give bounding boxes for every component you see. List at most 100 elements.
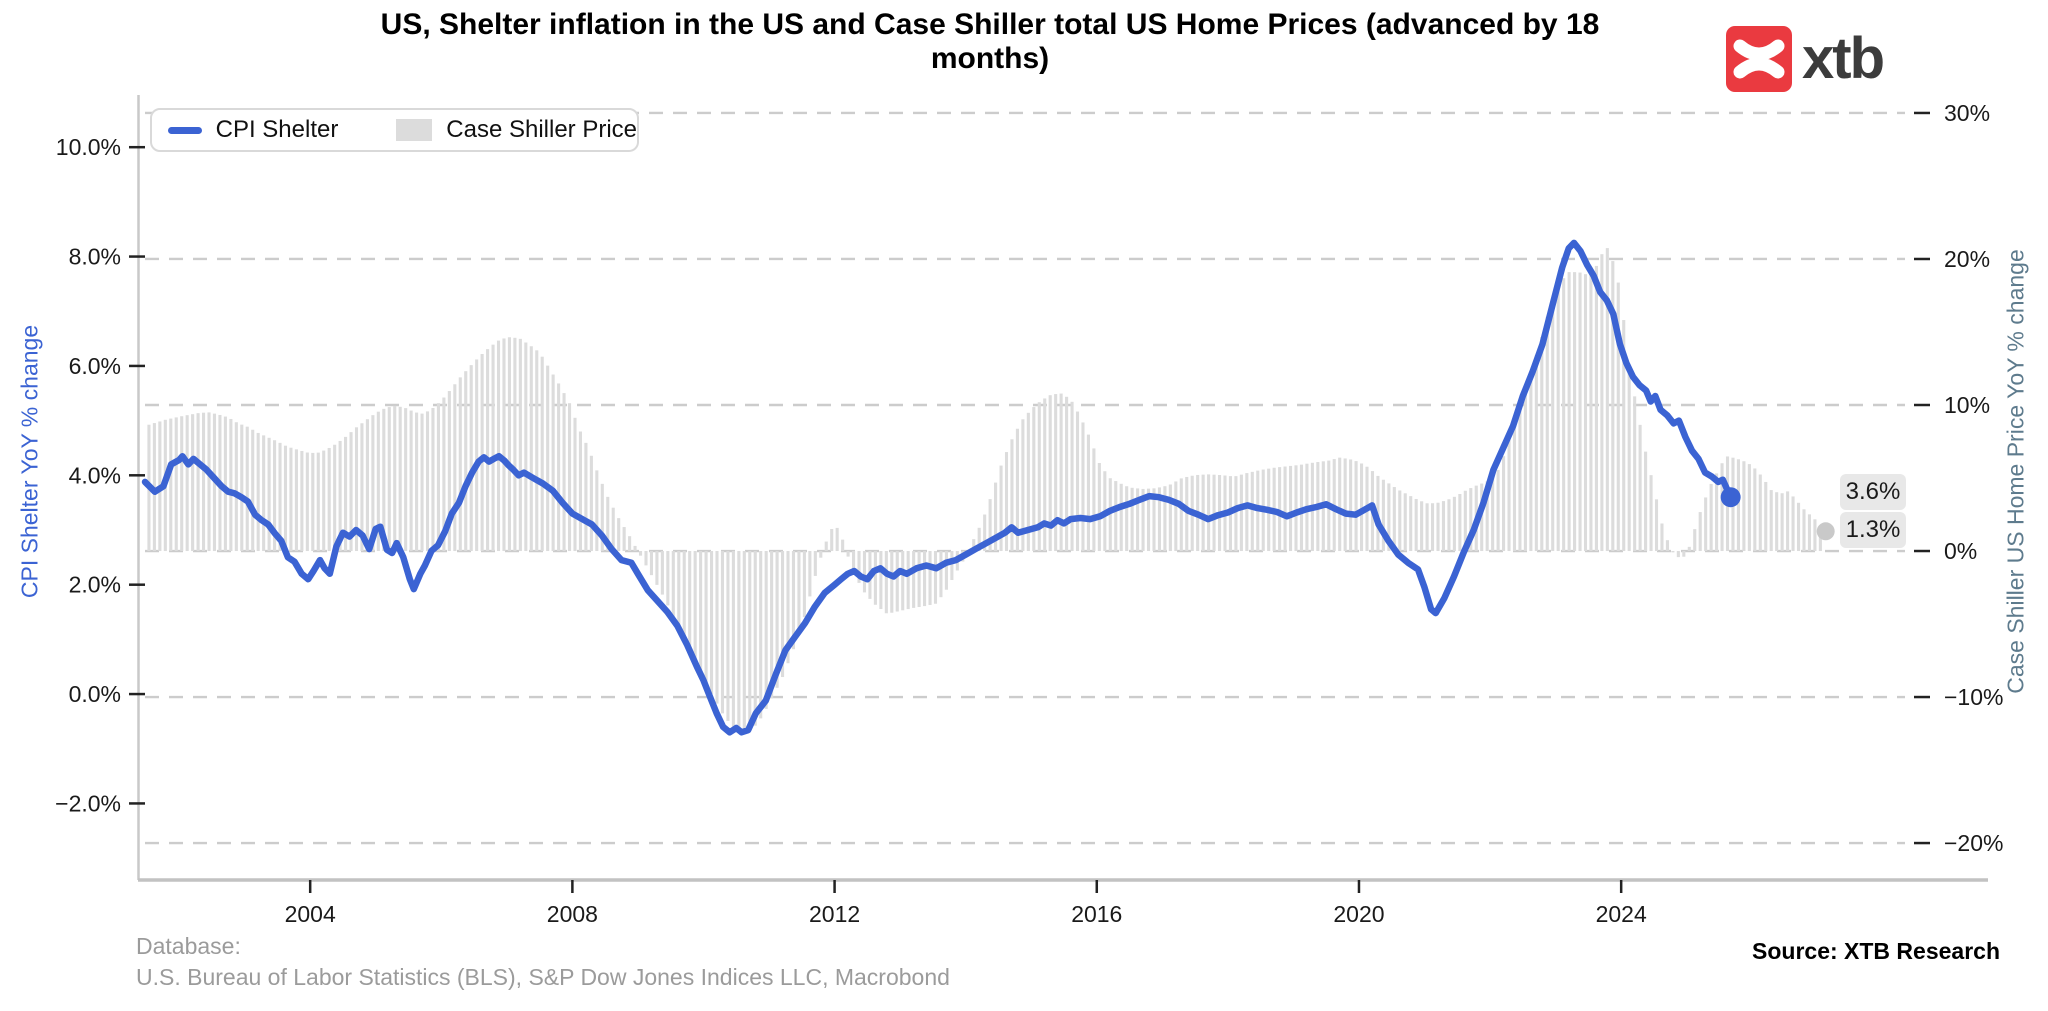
case-shiller-bar (469, 365, 473, 552)
database-label: Database: (136, 933, 241, 959)
case-shiller-bar (322, 450, 326, 552)
case-shiller-bar (327, 447, 331, 552)
cpi-end-value-label: 3.6% (1840, 474, 1906, 510)
x-tick-label: 2016 (1071, 901, 1122, 927)
case-shiller-bar (1791, 496, 1795, 552)
case-shiller-bar (846, 551, 850, 557)
case-shiller-bar (1796, 502, 1801, 552)
case-shiller-bar (223, 416, 227, 552)
case-shiller-bar (1179, 478, 1183, 552)
case-shiller-bar (835, 527, 839, 552)
case-shiller-bar (486, 349, 490, 552)
case-shiller-bar (742, 551, 746, 735)
case-shiller-bar (1037, 402, 1041, 552)
case-shiller-bar (1032, 407, 1036, 552)
case-shiller-bar (852, 551, 856, 573)
case-shiller-bar (1354, 461, 1358, 552)
case-shiller-bar (1409, 496, 1413, 552)
case-shiller-bar (1436, 502, 1440, 552)
case-shiller-bar (207, 412, 211, 552)
case-shiller-bar (529, 346, 533, 552)
case-shiller-bar (633, 545, 637, 552)
case-shiller-bar (360, 423, 364, 552)
y-left-tick-label: −2.0% (55, 790, 121, 816)
case-shiller-bar (1523, 389, 1527, 552)
case-shiller-bar (1747, 464, 1751, 552)
case-shiller-bar (1157, 487, 1161, 552)
case-shiller-bar (524, 342, 528, 552)
case-shiller-bar (1458, 494, 1462, 552)
case-shiller-bar (1398, 490, 1402, 552)
case-shiller-bar (376, 411, 380, 552)
case-shiller-end-value-label: 1.3% (1840, 512, 1906, 548)
case-shiller-bar (283, 445, 288, 552)
case-shiller-bar (781, 551, 785, 678)
case-shiller-bar (917, 551, 921, 607)
case-shiller-bar (1622, 320, 1626, 552)
case-shiller-bar (611, 507, 615, 552)
legend: CPI Shelter Case Shiller Price (150, 108, 639, 152)
case-shiller-bar (1163, 486, 1167, 552)
case-shiller-bar (1431, 503, 1435, 552)
case-shiller-bar (1425, 503, 1429, 552)
case-shiller-bar (442, 397, 446, 552)
case-shiller-bar (491, 344, 495, 552)
case-shiller-bar (1015, 428, 1019, 552)
case-shiller-bar (671, 551, 675, 617)
case-shiller-bar (1065, 396, 1069, 552)
case-shiller-bar (1288, 465, 1293, 552)
xtb-x-glyph (1726, 26, 1792, 92)
case-shiller-bar (1567, 272, 1571, 552)
case-shiller-bar (748, 551, 752, 731)
xtb-logo-icon (1726, 26, 1792, 92)
case-shiller-bar (584, 442, 588, 552)
case-shiller-bar (884, 551, 888, 614)
case-shiller-bar (540, 356, 544, 552)
case-shiller-bar (660, 551, 664, 595)
case-shiller-bar (387, 407, 391, 552)
case-shiller-bar (371, 415, 375, 552)
case-shiller-bar (573, 417, 577, 552)
case-shiller-bar (764, 551, 768, 709)
case-shiller-bar (174, 417, 178, 552)
case-shiller-bar (562, 393, 566, 552)
case-shiller-bar (431, 408, 435, 552)
case-shiller-bar (862, 551, 867, 593)
y-right-tick-label: 30% (1944, 100, 1990, 126)
case-shiller-bar (731, 551, 735, 729)
case-shiller-bar (436, 403, 440, 552)
case-shiller-bar (988, 499, 992, 552)
case-shiller-bar (1715, 473, 1719, 552)
case-shiller-bar (895, 551, 899, 612)
case-shiller-bar (715, 551, 719, 704)
case-shiller-bar (1638, 424, 1642, 552)
case-shiller-bar (753, 551, 757, 726)
case-shiller-bar (425, 411, 430, 552)
case-shiller-bar (688, 551, 692, 651)
case-shiller-bar (677, 551, 681, 629)
case-shiller-bar (294, 449, 298, 552)
xtb-logo: xtb (1726, 26, 1885, 92)
case-shiller-bar (1644, 451, 1648, 552)
case-shiller-bar (1136, 488, 1140, 552)
case-shiller-bar (1447, 499, 1451, 552)
y-left-tick-label: 4.0% (69, 462, 121, 488)
case-shiller-bar (1507, 439, 1511, 552)
case-shiller-bar (1125, 486, 1129, 552)
y-left-tick-label: 8.0% (69, 244, 121, 270)
cpi-shelter-line-swatch (168, 126, 202, 134)
case-shiller-bar (1573, 272, 1577, 552)
case-shiller-bar (1081, 422, 1085, 552)
case-shiller-bar (802, 551, 806, 618)
case-shiller-bar (770, 551, 774, 699)
case-shiller-bar (912, 551, 916, 608)
case-shiller-bar (890, 551, 894, 613)
case-shiller-bar (617, 518, 621, 552)
case-shiller-bar (1589, 272, 1593, 552)
case-shiller-bar (1234, 476, 1238, 552)
case-shiller-bar (879, 551, 883, 610)
case-shiller-bar (1452, 496, 1456, 552)
case-shiller-bar (906, 551, 910, 610)
case-shiller-bar (682, 551, 686, 640)
case-shiller-bar (704, 551, 708, 685)
